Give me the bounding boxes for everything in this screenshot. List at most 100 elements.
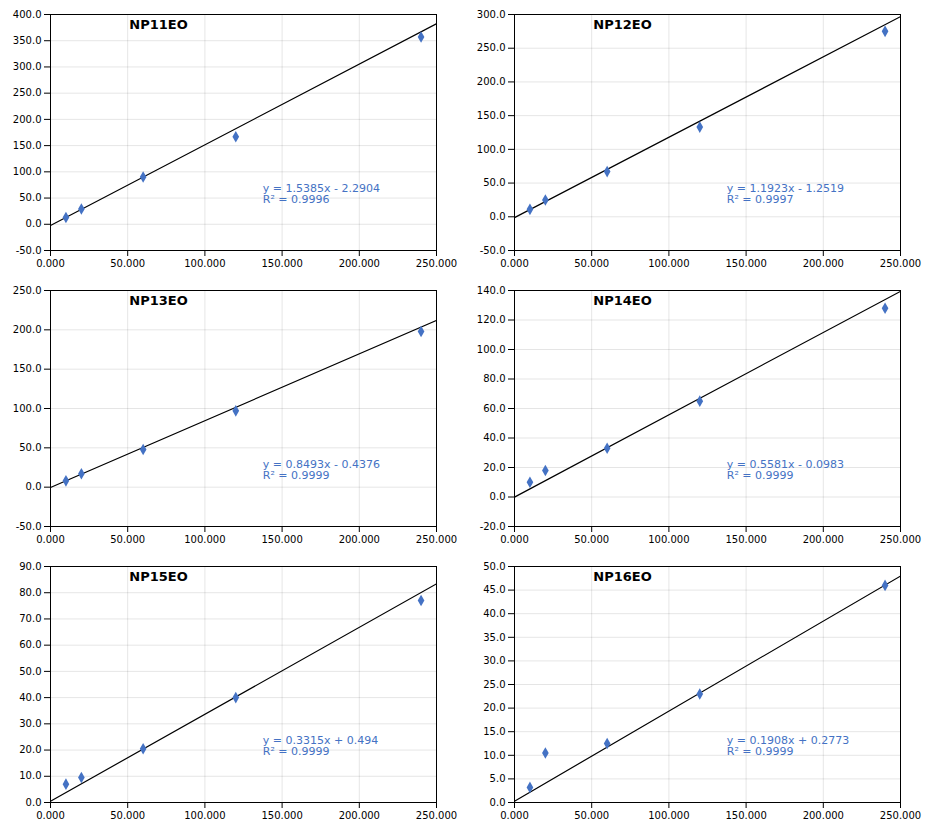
svg-text:0.0: 0.0 — [490, 797, 506, 808]
svg-text:20.0: 20.0 — [483, 702, 505, 713]
svg-text:60.0: 60.0 — [483, 403, 505, 414]
svg-text:45.0: 45.0 — [483, 584, 505, 595]
svg-text:10.0: 10.0 — [19, 770, 41, 781]
svg-text:5.0: 5.0 — [490, 773, 506, 784]
svg-text:-50.0: -50.0 — [16, 521, 42, 532]
svg-text:250.000: 250.000 — [416, 534, 457, 545]
svg-text:100.0: 100.0 — [13, 166, 42, 177]
svg-text:NP12EO: NP12EO — [593, 17, 651, 32]
svg-text:y = 0.8493x - 0.4376R² = 0.999: y = 0.8493x - 0.4376R² = 0.9999 — [263, 458, 380, 482]
svg-text:150.000: 150.000 — [261, 810, 302, 821]
svg-text:0.000: 0.000 — [36, 810, 65, 821]
svg-text:0.000: 0.000 — [36, 534, 65, 545]
svg-text:150.0: 150.0 — [13, 140, 42, 151]
svg-text:350.0: 350.0 — [13, 35, 42, 46]
svg-text:250.000: 250.000 — [880, 810, 921, 821]
svg-text:250.000: 250.000 — [880, 534, 921, 545]
svg-text:140.0: 140.0 — [477, 285, 506, 296]
svg-text:200.000: 200.000 — [803, 534, 844, 545]
svg-text:200.000: 200.000 — [339, 258, 380, 269]
svg-text:150.0: 150.0 — [13, 363, 42, 374]
svg-text:0.000: 0.000 — [36, 258, 65, 269]
svg-text:250.000: 250.000 — [416, 810, 457, 821]
svg-text:20.0: 20.0 — [19, 744, 41, 755]
svg-text:200.000: 200.000 — [803, 258, 844, 269]
svg-text:400.0: 400.0 — [13, 9, 42, 20]
svg-text:0.000: 0.000 — [500, 810, 529, 821]
svg-text:-50.0: -50.0 — [16, 245, 42, 256]
svg-text:150.000: 150.000 — [725, 810, 766, 821]
svg-text:50.0: 50.0 — [483, 561, 505, 572]
svg-text:200.0: 200.0 — [13, 324, 42, 335]
svg-text:250.000: 250.000 — [416, 258, 457, 269]
svg-text:80.0: 80.0 — [19, 587, 41, 598]
svg-text:50.000: 50.000 — [574, 534, 609, 545]
svg-text:250.0: 250.0 — [13, 87, 42, 98]
svg-text:300.0: 300.0 — [477, 9, 506, 20]
svg-text:40.0: 40.0 — [19, 692, 41, 703]
svg-text:40.0: 40.0 — [483, 432, 505, 443]
svg-text:y = 1.5385x - 2.2904R² = 0.999: y = 1.5385x - 2.2904R² = 0.9996 — [263, 182, 380, 206]
svg-text:50.000: 50.000 — [110, 810, 145, 821]
svg-text:30.0: 30.0 — [19, 718, 41, 729]
svg-text:100.0: 100.0 — [477, 344, 506, 355]
svg-text:50.0: 50.0 — [483, 177, 505, 188]
svg-text:150.000: 150.000 — [261, 258, 302, 269]
svg-text:15.0: 15.0 — [483, 726, 505, 737]
svg-text:0.0: 0.0 — [490, 491, 506, 502]
svg-text:200.0: 200.0 — [477, 76, 506, 87]
svg-text:150.0: 150.0 — [477, 110, 506, 121]
svg-text:50.000: 50.000 — [574, 258, 609, 269]
svg-text:-50.0: -50.0 — [480, 245, 506, 256]
svg-text:200.000: 200.000 — [339, 810, 380, 821]
svg-text:50.000: 50.000 — [110, 258, 145, 269]
svg-text:NP11EO: NP11EO — [129, 17, 187, 32]
svg-text:-20.0: -20.0 — [480, 521, 506, 532]
svg-text:150.000: 150.000 — [725, 534, 766, 545]
svg-text:20.0: 20.0 — [483, 462, 505, 473]
svg-text:0.000: 0.000 — [500, 534, 529, 545]
svg-text:y = 1.1923x - 1.2519R² = 0.999: y = 1.1923x - 1.2519R² = 0.9997 — [727, 182, 844, 206]
svg-text:70.0: 70.0 — [19, 613, 41, 624]
svg-text:90.0: 90.0 — [19, 561, 41, 572]
svg-text:40.0: 40.0 — [483, 608, 505, 619]
svg-text:150.000: 150.000 — [725, 258, 766, 269]
svg-text:50.000: 50.000 — [110, 534, 145, 545]
svg-text:100.0: 100.0 — [477, 144, 506, 155]
svg-text:250.000: 250.000 — [880, 258, 921, 269]
svg-text:100.000: 100.000 — [648, 258, 689, 269]
svg-text:250.0: 250.0 — [13, 285, 42, 296]
svg-text:30.0: 30.0 — [483, 655, 505, 666]
svg-text:50.0: 50.0 — [19, 192, 41, 203]
svg-text:150.000: 150.000 — [261, 534, 302, 545]
svg-text:100.0: 100.0 — [13, 403, 42, 414]
svg-text:35.0: 35.0 — [483, 632, 505, 643]
svg-text:120.0: 120.0 — [477, 314, 506, 325]
svg-text:NP15EO: NP15EO — [129, 569, 187, 584]
svg-text:0.0: 0.0 — [26, 481, 42, 492]
svg-text:NP16EO: NP16EO — [593, 569, 651, 584]
svg-text:50.0: 50.0 — [19, 666, 41, 677]
svg-text:y = 0.5581x - 0.0983R² = 0.999: y = 0.5581x - 0.0983R² = 0.9999 — [727, 458, 844, 482]
svg-text:NP13EO: NP13EO — [129, 293, 187, 308]
svg-text:0.000: 0.000 — [500, 258, 529, 269]
svg-text:NP14EO: NP14EO — [593, 293, 651, 308]
svg-text:0.0: 0.0 — [26, 797, 42, 808]
svg-text:60.0: 60.0 — [19, 639, 41, 650]
svg-text:100.000: 100.000 — [184, 810, 225, 821]
svg-text:10.0: 10.0 — [483, 750, 505, 761]
svg-text:100.000: 100.000 — [648, 810, 689, 821]
svg-text:250.0: 250.0 — [477, 42, 506, 53]
svg-text:0.0: 0.0 — [26, 218, 42, 229]
svg-text:y = 0.1908x + 0.2773R² = 0.999: y = 0.1908x + 0.2773R² = 0.9999 — [727, 734, 849, 758]
svg-text:y = 0.3315x + 0.494R² = 0.9999: y = 0.3315x + 0.494R² = 0.9999 — [263, 734, 378, 758]
svg-text:100.000: 100.000 — [648, 534, 689, 545]
svg-text:50.000: 50.000 — [574, 810, 609, 821]
svg-text:200.0: 200.0 — [13, 114, 42, 125]
svg-text:50.0: 50.0 — [19, 442, 41, 453]
svg-text:200.000: 200.000 — [339, 534, 380, 545]
svg-text:0.0: 0.0 — [490, 211, 506, 222]
svg-text:200.000: 200.000 — [803, 810, 844, 821]
svg-text:300.0: 300.0 — [13, 61, 42, 72]
svg-text:100.000: 100.000 — [184, 534, 225, 545]
